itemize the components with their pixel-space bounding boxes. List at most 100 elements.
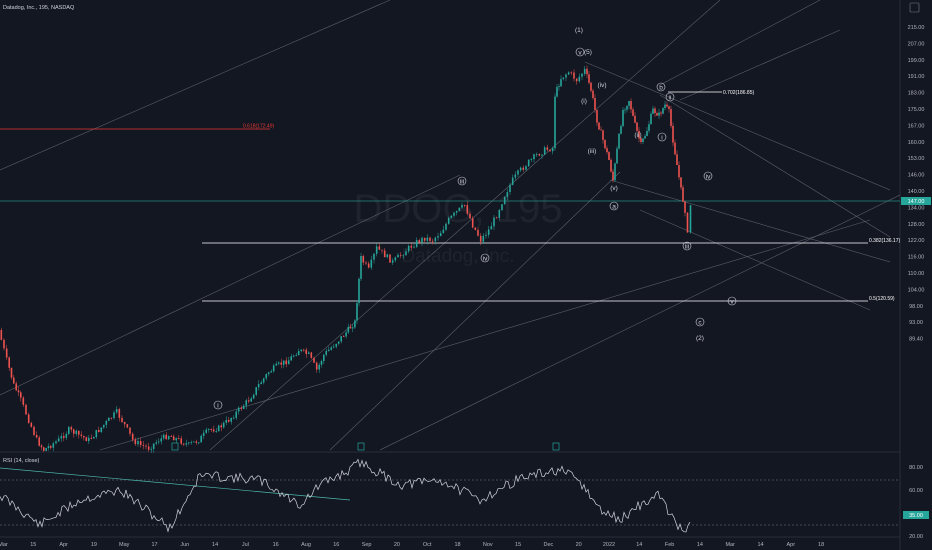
candle-body	[52, 443, 55, 448]
candle-body	[530, 159, 533, 160]
trend-lines[interactable]	[0, 0, 901, 451]
wave-c[interactable]: c	[698, 320, 702, 327]
earnings-marker[interactable]	[171, 442, 179, 451]
price-axis-tick-label: 207.00	[908, 41, 925, 47]
time-axis[interactable]: Mar 15 Apr 19 May 17 Jun 14 Jul 16 Aug 16 Sep 20 Oct 18…	[0, 542, 824, 548]
rsi-trend-line[interactable]	[0, 467, 351, 501]
candle-body	[614, 163, 616, 181]
price-axis-tick-label: 160.00	[908, 140, 925, 146]
candle-body	[602, 130, 604, 140]
candle-body	[247, 400, 250, 402]
price-axis[interactable]: 215.00 207.00 199.00 191.00 183.00 175.00 167.…	[908, 25, 925, 343]
candle-body	[22, 397, 25, 405]
elliott-wave-labels[interactable]: (1) (2) v (5) (i) (ii) (iii) (iv) (v) a …	[213, 27, 737, 410]
candle-body	[349, 326, 352, 329]
wave-iv-sub[interactable]: iv	[706, 174, 711, 181]
trend-line[interactable]	[609, 179, 891, 263]
candle-body	[177, 438, 180, 439]
wave-v-circled[interactable]: v	[578, 50, 582, 57]
candle-body	[45, 448, 47, 451]
trend-line[interactable]	[584, 61, 891, 191]
wave-i-low[interactable]: i	[217, 403, 218, 410]
candlestick-series[interactable]	[0, 65, 692, 453]
trend-line[interactable]	[99, 219, 871, 451]
wave-i-sub[interactable]: i	[661, 135, 662, 142]
time-axis-label: Dec	[544, 542, 554, 548]
wave-iv-mid[interactable]: iv	[483, 256, 488, 263]
rsi-line[interactable]	[0, 458, 691, 533]
trend-line[interactable]	[0, 174, 461, 396]
trend-line[interactable]	[679, 29, 841, 101]
wave-i-minute[interactable]: (i)	[581, 98, 587, 105]
candle-body	[351, 327, 354, 329]
candle-body	[8, 357, 10, 368]
trend-line[interactable]	[659, 94, 891, 238]
wave-1-primary[interactable]: (1)	[575, 27, 583, 34]
wave-2-primary[interactable]: (2)	[696, 335, 704, 342]
candle-body	[115, 409, 118, 413]
settings-icon[interactable]	[909, 2, 920, 13]
candle-body	[378, 246, 381, 250]
candle-body	[394, 257, 397, 261]
candle-body	[429, 237, 431, 241]
candle-body	[522, 167, 525, 170]
price-axis-tick-label: 175.00	[908, 107, 925, 113]
wave-ii-sub[interactable]: ii	[669, 95, 672, 102]
candle-body	[145, 445, 147, 447]
trend-line[interactable]	[659, 0, 821, 86]
candle-body	[210, 429, 212, 430]
candle-body	[381, 249, 383, 251]
candle-body	[612, 171, 614, 181]
time-axis-label: 15	[30, 542, 36, 548]
candle-body	[676, 154, 678, 165]
trend-line[interactable]	[0, 0, 391, 171]
wave-ii-minute[interactable]: (ii)	[634, 132, 641, 139]
wave-a[interactable]: a	[612, 204, 616, 211]
candle-body	[560, 79, 562, 87]
symbol-header[interactable]: Datadog, Inc., 195, NASDAQ	[3, 5, 75, 11]
trend-line[interactable]	[329, 171, 621, 451]
candle-body	[295, 355, 297, 356]
time-axis-label: Nov	[483, 542, 493, 548]
candle-body	[327, 349, 330, 352]
wave-5-minor[interactable]: (5)	[584, 49, 592, 56]
time-axis-label: 14	[757, 542, 763, 548]
candle-body	[638, 130, 640, 139]
candle-body	[415, 240, 418, 247]
wave-iii-sub[interactable]: iii	[685, 244, 689, 251]
wave-iii-minute[interactable]: (iii)	[588, 148, 597, 155]
candle-body	[674, 142, 676, 155]
wave-iii-mid[interactable]: iii	[460, 179, 464, 186]
candle-body	[458, 207, 461, 211]
trend-line[interactable]	[209, 0, 721, 451]
wave-v-sub[interactable]: v	[730, 299, 734, 306]
earnings-markers[interactable]	[171, 442, 560, 451]
candle-body	[418, 240, 421, 243]
trend-line[interactable]	[639, 209, 871, 311]
candle-body	[413, 246, 415, 248]
wave-iv-minute[interactable]: (iv)	[597, 82, 606, 89]
earnings-marker[interactable]	[357, 442, 365, 451]
candle-body	[604, 139, 606, 149]
candle-body	[185, 443, 187, 445]
candle-body	[267, 372, 270, 375]
candle-body	[137, 441, 139, 445]
candle-body	[15, 383, 17, 391]
rsi-axis-tick-label: 20.00	[909, 534, 923, 540]
candle-body	[356, 303, 358, 321]
price-axis-tick-label: 167.00	[908, 123, 925, 129]
rsi-label[interactable]: RSI (14, close)	[3, 458, 40, 464]
candle-body	[310, 352, 313, 358]
candle-body	[17, 390, 20, 393]
candle-body	[365, 262, 367, 264]
candle-body	[318, 364, 320, 370]
candle-body	[397, 254, 399, 258]
earnings-marker[interactable]	[552, 442, 560, 451]
candle-body	[230, 418, 232, 422]
trend-line[interactable]	[379, 194, 901, 451]
fib-level-label: 0.702(186.85)	[723, 90, 754, 96]
wave-b[interactable]: b	[659, 85, 663, 92]
wave-circle-icon	[656, 82, 666, 92]
wave-v-minute[interactable]: (v)	[610, 185, 618, 192]
